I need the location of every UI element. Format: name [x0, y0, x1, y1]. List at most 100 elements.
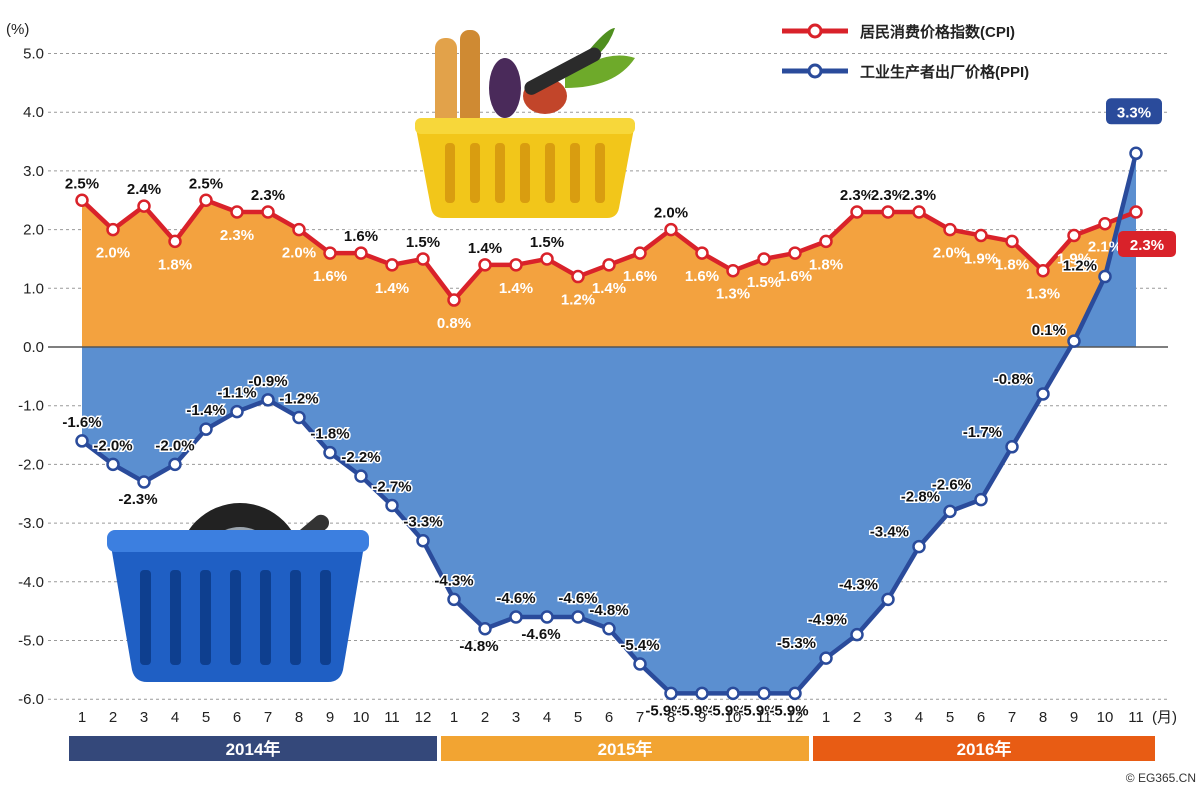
y-tick-label: 3.0 [23, 163, 44, 180]
data-label: -5.3% [777, 635, 816, 652]
data-point [664, 686, 678, 701]
data-label: 1.6% [778, 268, 812, 285]
x-tick-label: 6 [605, 709, 613, 726]
data-label: -3.4% [870, 524, 909, 541]
series-area-0 [82, 200, 1136, 347]
data-point [912, 539, 926, 554]
data-label: 1.8% [158, 256, 192, 273]
data-label: -1.7% [963, 424, 1002, 441]
data-point [416, 533, 430, 548]
data-label: -4.6% [496, 590, 535, 607]
data-point [509, 258, 523, 272]
data-label: 2.5% [65, 175, 99, 192]
y-tick-label: -2.0 [18, 456, 44, 473]
year-band [69, 736, 437, 761]
legend-swatch-marker [807, 23, 823, 39]
data-point [1098, 216, 1112, 231]
data-point [788, 246, 802, 260]
data-label: 1.4% [375, 280, 409, 297]
data-label: -2.7% [372, 478, 411, 495]
x-tick-label: 6 [233, 709, 241, 726]
x-tick-label: 11 [384, 709, 400, 726]
data-point [1036, 387, 1050, 401]
x-tick-label: 10 [1097, 709, 1114, 726]
x-tick-label: 4 [171, 709, 179, 726]
data-point [1005, 440, 1019, 454]
data-point [478, 258, 492, 272]
x-tick-label: 1 [822, 709, 830, 726]
legend-label: 工业生产者出厂价格(PPI) [860, 63, 1029, 81]
x-tick-label: 8 [295, 709, 303, 726]
data-label: 1.8% [809, 256, 843, 273]
data-label: 1.6% [313, 268, 347, 285]
y-tick-label: 4.0 [23, 104, 44, 121]
data-point [819, 234, 833, 249]
data-label: 2.3% [840, 187, 874, 204]
data-label: -1.8% [310, 426, 349, 443]
data-point [292, 410, 306, 425]
data-label: -0.8% [994, 371, 1033, 388]
y-tick-label: -3.0 [18, 515, 44, 532]
ppi-latest-callout [1106, 98, 1162, 125]
x-tick-label: 5 [202, 709, 210, 726]
data-label: -2.0% [155, 437, 194, 454]
x-tick-label: 10 [725, 709, 742, 726]
year-bands: 2014年 2015年 2016年 [69, 736, 1155, 761]
data-label: 1.8% [995, 256, 1029, 273]
data-point [478, 622, 492, 636]
data-label: 1.4% [468, 240, 502, 257]
y-tick-label: 2.0 [23, 222, 44, 239]
data-point [664, 222, 678, 237]
x-tick-label: 12 [787, 709, 804, 726]
data-point [912, 205, 926, 219]
y-tick-label: -6.0 [18, 691, 44, 708]
data-point [757, 686, 771, 701]
data-point [602, 622, 616, 636]
data-point [819, 651, 833, 665]
year-label: 2014年 [226, 739, 281, 759]
data-point [137, 475, 151, 489]
data-point [726, 263, 740, 278]
x-tick-label: 1 [78, 709, 86, 726]
cpi-latest-callout [1118, 230, 1176, 257]
data-point [881, 205, 895, 219]
y-axis-ticks: 5.0 4.0 3.0 2.0 1.0 0.0 -1.0 -2.0 -3.0 -4.0 -5.0 -6… [18, 46, 44, 709]
legend-label: 居民消费价格指数(CPI) [860, 23, 1015, 41]
data-label: 1.5% [406, 234, 440, 251]
data-label: 3.3% [1117, 104, 1151, 121]
year-band [813, 736, 1155, 761]
x-tick-label: 11 [1128, 709, 1144, 726]
x-tick-label: 7 [636, 709, 644, 726]
data-label: 1.9% [964, 250, 998, 267]
legend: 居民消费价格指数(CPI) 工业生产者出厂价格(PPI) [782, 23, 1029, 81]
x-tick-label: 5 [574, 709, 582, 726]
y-unit-label: (%) [6, 21, 29, 38]
data-point [292, 222, 306, 237]
data-point [230, 404, 244, 419]
y-tick-label: 5.0 [23, 46, 44, 63]
data-point [540, 252, 554, 266]
data-label: 2.0% [933, 245, 967, 262]
data-label: -5.4% [620, 637, 659, 654]
tire-basket-illustration [107, 503, 369, 682]
data-labels: 2.5%2.0%2.4%1.8%2.5%2.3%2.3%2.0%1.6%1.6%… [61, 98, 1176, 721]
data-point [230, 205, 244, 219]
data-point [1129, 146, 1143, 161]
data-point [261, 393, 275, 407]
data-label: -5.9% [707, 702, 746, 719]
copyright-text: © EG365.CN [1126, 771, 1196, 785]
data-point [974, 228, 988, 243]
data-label: 2.1% [1088, 239, 1122, 256]
data-label: -1.4% [186, 402, 225, 419]
data-point [168, 457, 182, 472]
data-point [571, 269, 585, 284]
x-tick-label: 3 [884, 709, 892, 726]
data-point [323, 246, 337, 260]
x-axis-ticks: 1 2 3 4 5 6 7 8 9 10 11 12 1 2 3 4 5 6 7 8 9 10 11 12 1 2 3 4 5 6 7 8 9 1… [78, 709, 1144, 726]
data-point [447, 592, 461, 607]
data-point [571, 610, 585, 624]
data-label: -2.0% [93, 437, 132, 454]
data-point [1129, 205, 1143, 219]
legend-swatch-marker [807, 63, 823, 79]
data-point [1067, 334, 1081, 348]
